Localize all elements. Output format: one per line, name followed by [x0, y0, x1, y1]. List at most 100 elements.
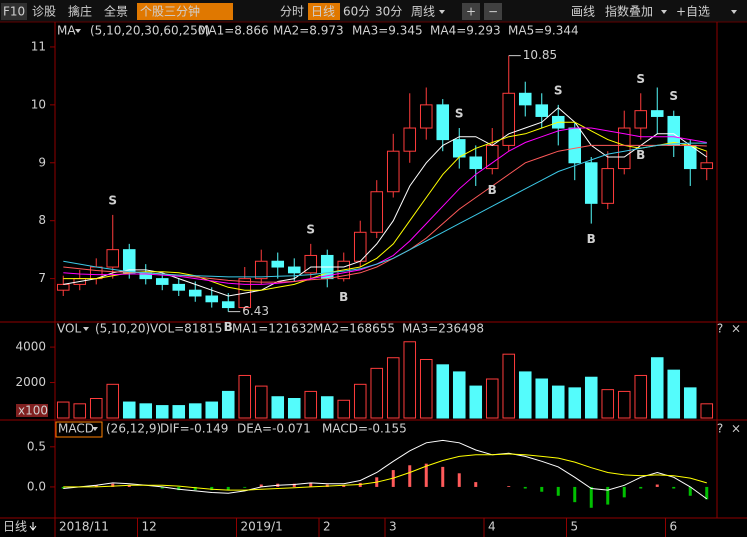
volume-bar [287, 398, 301, 419]
volume-bar [254, 385, 268, 419]
panel-button[interactable]: ? [717, 322, 723, 336]
volume-bar [403, 341, 417, 419]
candle-body [172, 283, 186, 291]
legend-entry: DEA=-0.071 [237, 422, 311, 436]
volume-bar [386, 357, 400, 419]
dropdown-arrow [75, 29, 81, 33]
y-tick-label: 9 [38, 155, 46, 169]
y-tick-label: 0.5 [27, 439, 46, 453]
period-arrow [29, 522, 37, 531]
ma-line [63, 142, 707, 278]
indicator-params: (5,10,20,30,60,250) [90, 24, 210, 38]
zoom-button[interactable]: − [488, 5, 498, 19]
volume-bar [221, 390, 235, 419]
candle-body [601, 168, 615, 204]
candle-body [700, 162, 714, 170]
x-tick-label: 12 [142, 520, 157, 534]
y-tick-label: 4000 [15, 340, 46, 354]
volume-bar [485, 378, 499, 419]
dropdown-arrow [439, 10, 445, 14]
candle-body [221, 301, 235, 309]
volume-bar [667, 369, 681, 419]
volume-bar [155, 405, 169, 419]
period-button[interactable]: 日线 [311, 5, 335, 19]
volume-bar [304, 390, 318, 419]
toolbar-button[interactable]: +自选 [676, 5, 710, 19]
indicator-name[interactable]: VOL [57, 322, 81, 336]
volume-bar [584, 376, 598, 419]
volume-bar [568, 387, 582, 419]
dropdown-arrow [92, 427, 98, 431]
dropdown-arrow [83, 327, 89, 331]
toolbar-button[interactable]: 画线 [571, 5, 595, 19]
period-button[interactable]: 分时 [280, 5, 304, 19]
period-button[interactable]: 30分 [375, 5, 402, 19]
volume-bar [353, 383, 367, 419]
legend-entry: MA4=9.293 [430, 24, 501, 38]
candle-body [56, 283, 70, 291]
x-tick-label: 4 [488, 520, 496, 534]
panel-button[interactable]: ? [717, 422, 723, 436]
volume-bar [551, 385, 565, 419]
zoom-button[interactable]: + [466, 5, 476, 19]
candle-body [535, 104, 549, 117]
x-tick-label: 2 [323, 520, 331, 534]
volume-bar [601, 389, 615, 419]
candle-body [271, 260, 285, 268]
volume-bar [370, 367, 384, 419]
indicator-params: (26,12,9) [106, 422, 161, 436]
candle-body [584, 162, 598, 204]
signal: B [224, 320, 233, 334]
volume-bar [337, 399, 351, 419]
button-bg [484, 3, 502, 20]
legend-entry: MA5=9.344 [508, 24, 579, 38]
y-tick-label: 10 [31, 97, 46, 111]
legend-entry: VOL=81815 [150, 322, 222, 336]
candle-body [155, 278, 169, 285]
y-tick-label: 7 [38, 271, 46, 285]
indicator-name[interactable]: MACD [58, 422, 94, 436]
toolbar-button[interactable]: 指数叠加 [605, 4, 653, 19]
volume-bar [650, 357, 664, 419]
volume-bar [188, 403, 202, 419]
candle-body [106, 249, 120, 268]
legend-entry: DIF=-0.149 [160, 422, 228, 436]
button-bg [137, 3, 233, 20]
candle-body [568, 127, 582, 164]
period-button[interactable]: 周线 [411, 5, 435, 19]
toolbar-button[interactable]: 全景 [104, 4, 128, 19]
button-bg [308, 3, 340, 20]
unit-bg [16, 404, 48, 417]
annotation: 6.43 [242, 304, 269, 318]
panel-button[interactable]: × [731, 322, 741, 336]
candle-body [403, 127, 417, 152]
volume-bar [271, 396, 285, 419]
dropdown-arrow [731, 10, 737, 14]
volume-bar [535, 378, 549, 419]
candle-body [469, 156, 483, 170]
volume-bar [122, 401, 136, 419]
candle-body [370, 191, 384, 233]
signal: S [306, 222, 315, 236]
toolbar-button[interactable]: F10 [3, 5, 25, 19]
period-label[interactable]: 日线 [3, 520, 27, 534]
indicator-box [55, 421, 103, 438]
candle-body [122, 249, 136, 274]
button-bg [462, 3, 480, 20]
toolbar-button[interactable]: 个股三分钟 [140, 4, 200, 19]
indicator-name[interactable]: MA [57, 24, 76, 38]
candle-body [667, 115, 681, 146]
toolbar-button[interactable]: 擒庄 [68, 4, 92, 19]
signal: S [554, 83, 563, 97]
period-button[interactable]: 60分 [343, 5, 370, 19]
candle-body [419, 104, 433, 129]
toolbar-button[interactable]: 诊股 [32, 5, 56, 19]
panel-button[interactable]: × [731, 422, 741, 436]
candle-body [188, 289, 202, 297]
signal: B [587, 232, 596, 246]
y-tick-label: 0.0 [27, 479, 46, 493]
volume-bar [73, 403, 87, 419]
ma-line [63, 121, 707, 291]
signal: S [636, 72, 645, 86]
